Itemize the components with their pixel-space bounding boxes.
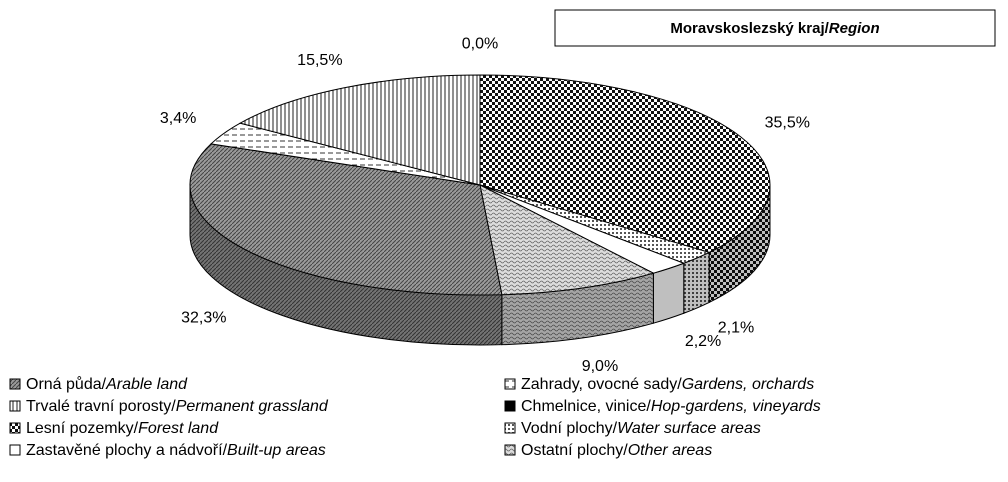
legend-label: Zastavěné plochy a nádvoří/Built-up area…: [26, 442, 326, 459]
legend-swatch: [504, 422, 516, 434]
legend-swatch: [504, 378, 516, 390]
data-label: 2,2%: [685, 333, 721, 350]
legend-label: Lesní pozemky/Forest land: [26, 420, 219, 437]
data-label: 35,5%: [765, 114, 810, 131]
legend-swatch: [504, 444, 516, 456]
legend-label: Vodní plochy/Water surface areas: [521, 420, 761, 437]
data-label: 9,0%: [582, 358, 618, 375]
legend-label: Orná půda/Arable land: [26, 375, 188, 393]
legend-label: Zahrady, ovocné sady/Gardens, orchards: [521, 376, 814, 393]
legend-label: Chmelnice, vinice/Hop-gardens, vineyards: [521, 398, 821, 415]
data-label: 15,5%: [297, 52, 342, 69]
slice: [479, 74, 771, 253]
slice-side-shade: [709, 185, 770, 303]
data-label: 3,4%: [160, 110, 196, 127]
slice: [479, 184, 655, 296]
chart-title: Moravskoslezský kraj/Region: [670, 20, 879, 37]
data-label: 0,0%: [462, 35, 498, 52]
legend-swatch: [9, 422, 21, 434]
legend-swatch: [504, 400, 516, 412]
slice-side-shade: [653, 263, 684, 324]
slice-side-shade: [683, 252, 710, 314]
data-label: 2,1%: [718, 320, 754, 337]
legend-label: Ostatní plochy/Other areas: [521, 442, 712, 459]
data-label: 32,3%: [181, 309, 226, 326]
legend-swatch: [9, 444, 21, 456]
legend-swatch: [9, 378, 21, 390]
legend-label: Trvalé travní porosty/Permanent grasslan…: [26, 398, 329, 415]
legend-swatch: [9, 400, 21, 412]
slice: [238, 74, 481, 186]
slice: [189, 143, 503, 296]
title-box: [554, 9, 996, 47]
slice-side-shade: [501, 273, 654, 345]
slice-side-shade: [190, 185, 502, 345]
